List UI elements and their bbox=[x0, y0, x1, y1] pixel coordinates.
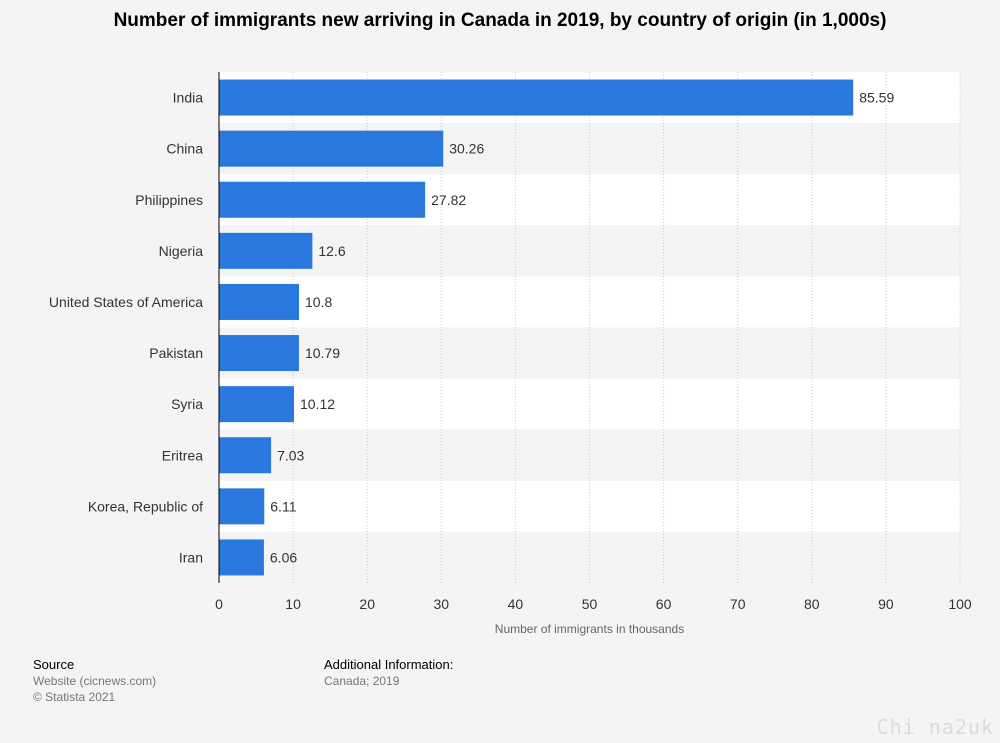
category-label: Nigeria bbox=[159, 243, 204, 259]
category-label: Korea, Republic of bbox=[88, 498, 203, 514]
source-block: Source Website (cicnews.com) © Statista … bbox=[33, 657, 156, 705]
value-label: 7.03 bbox=[277, 447, 304, 463]
source-website[interactable]: Website (cicnews.com) bbox=[33, 674, 157, 688]
bar bbox=[219, 437, 272, 474]
source-heading: Source bbox=[33, 657, 75, 672]
x-tick-label: 80 bbox=[804, 596, 820, 612]
bar bbox=[219, 130, 444, 167]
value-label: 30.26 bbox=[449, 141, 484, 157]
additional-info-block: Additional Information: Canada; 2019 bbox=[324, 657, 453, 689]
category-label: Iran bbox=[179, 549, 203, 565]
row-band bbox=[219, 531, 960, 583]
bar bbox=[219, 386, 294, 423]
value-label: 10.12 bbox=[300, 396, 335, 412]
x-tick-label: 90 bbox=[878, 596, 894, 612]
value-label: 10.8 bbox=[305, 294, 332, 310]
value-label: 85.59 bbox=[859, 90, 894, 106]
bar bbox=[219, 488, 265, 525]
bar bbox=[219, 232, 313, 269]
x-axis-title: Number of immigrants in thousands bbox=[495, 622, 684, 636]
bar bbox=[219, 283, 300, 320]
x-tick-label: 60 bbox=[656, 596, 672, 612]
category-label: Pakistan bbox=[149, 345, 203, 361]
category-label: Syria bbox=[171, 396, 203, 412]
value-label: 6.06 bbox=[270, 549, 297, 565]
bar bbox=[219, 181, 426, 218]
bar bbox=[219, 539, 264, 576]
source-copyright: © Statista 2021 bbox=[33, 690, 116, 704]
value-label: 10.79 bbox=[305, 345, 340, 361]
category-label: Eritrea bbox=[162, 447, 203, 463]
x-tick-label: 70 bbox=[730, 596, 746, 612]
additional-info-heading: Additional Information: bbox=[324, 657, 454, 672]
bar bbox=[219, 335, 299, 372]
x-tick-label: 0 bbox=[215, 596, 223, 612]
x-tick-label: 20 bbox=[359, 596, 375, 612]
watermark: Chi na2uk bbox=[876, 715, 994, 739]
category-label: United States of America bbox=[49, 294, 203, 310]
additional-info-text: Canada; 2019 bbox=[324, 674, 400, 688]
bar bbox=[219, 79, 854, 116]
category-label: Philippines bbox=[135, 192, 203, 208]
x-tick-label: 10 bbox=[285, 596, 301, 612]
category-label: India bbox=[173, 90, 204, 106]
row-band bbox=[219, 429, 960, 481]
category-label: China bbox=[166, 141, 203, 157]
x-tick-label: 50 bbox=[582, 596, 598, 612]
chart-title: Number of immigrants new arriving in Can… bbox=[113, 10, 887, 31]
x-tick-label: 30 bbox=[434, 596, 450, 612]
value-label: 12.6 bbox=[318, 243, 345, 259]
row-band bbox=[219, 480, 960, 532]
value-label: 6.11 bbox=[270, 498, 296, 514]
x-tick-label: 40 bbox=[508, 596, 524, 612]
x-tick-label: 100 bbox=[948, 596, 972, 612]
value-label: 27.82 bbox=[431, 192, 466, 208]
